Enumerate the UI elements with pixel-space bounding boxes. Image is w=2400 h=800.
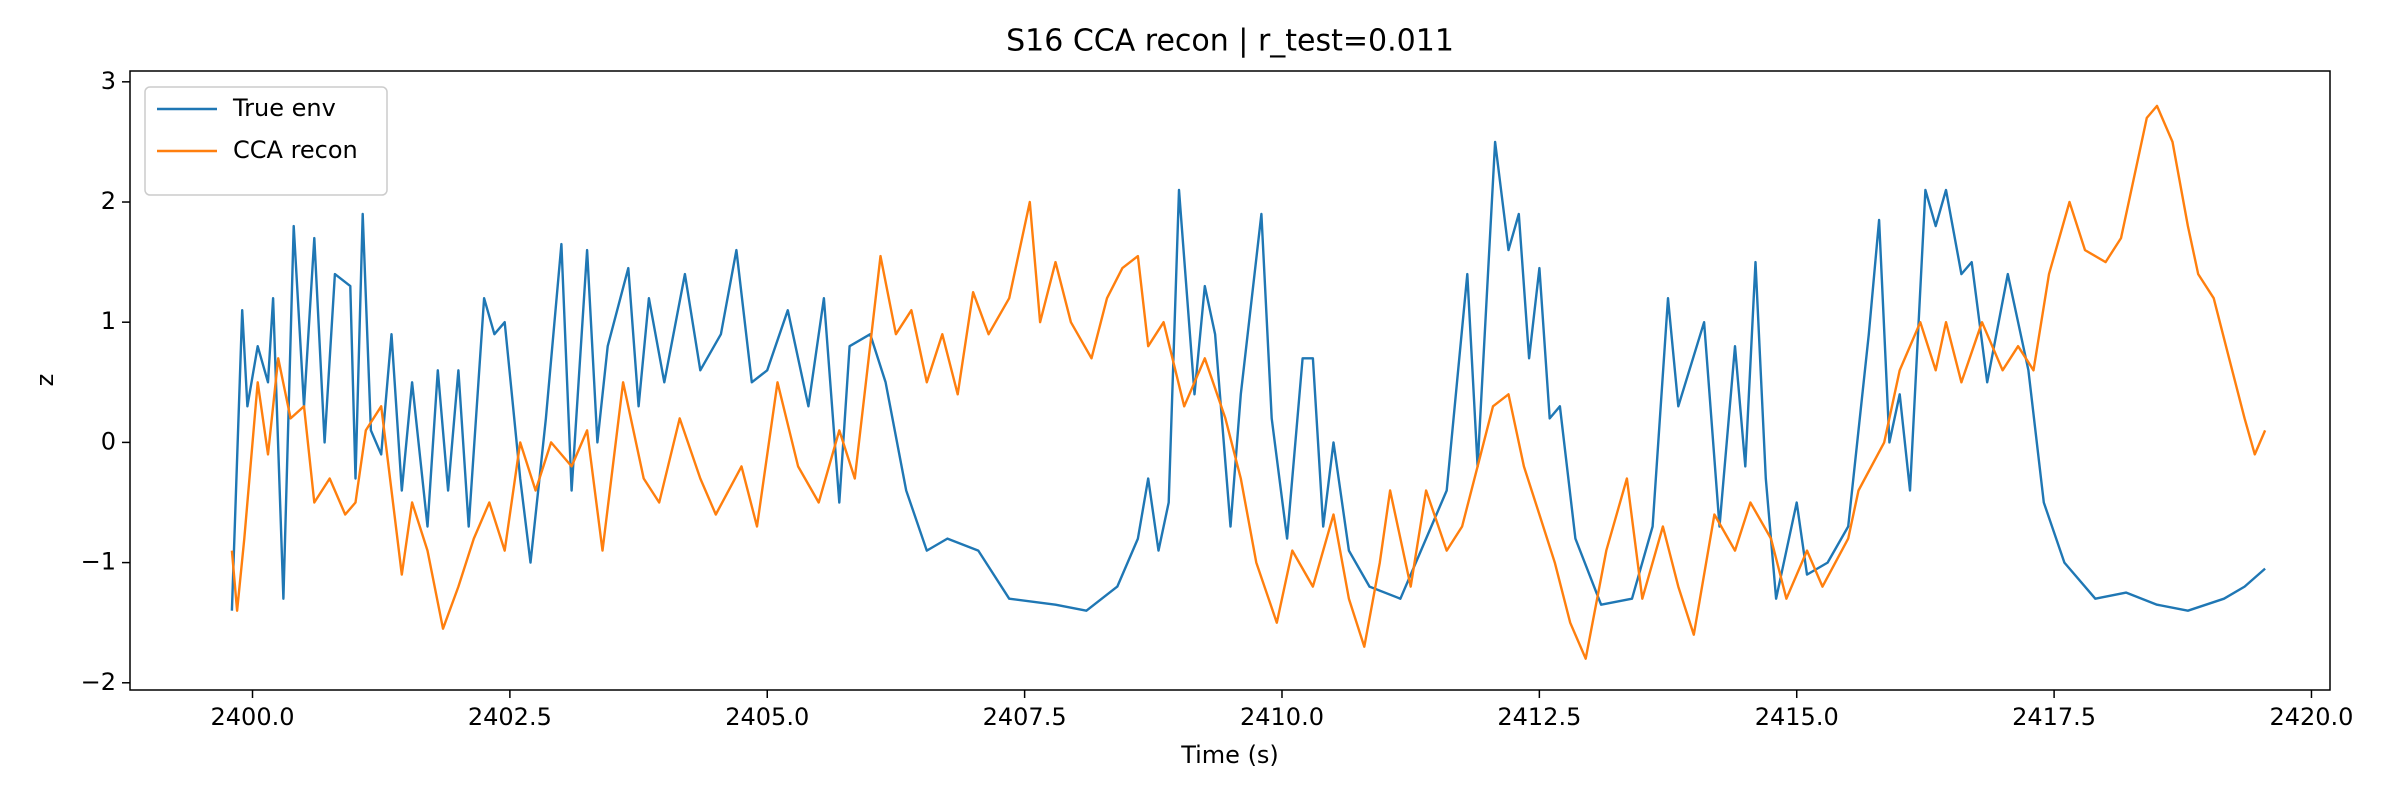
y-tick-label: −2 (81, 668, 116, 696)
x-tick-label: 2420.0 (2269, 703, 2353, 731)
y-tick-label: 0 (101, 427, 116, 455)
x-tick-label: 2405.0 (725, 703, 809, 731)
x-axis-label: Time (s) (1180, 741, 1279, 769)
x-tick-label: 2412.5 (1497, 703, 1581, 731)
y-tick-label: 2 (101, 187, 116, 215)
x-tick-label: 2402.5 (468, 703, 552, 731)
series-line (230, 140, 2266, 612)
x-tick-label: 2410.0 (1240, 703, 1324, 731)
x-tick-label: 2407.5 (983, 703, 1067, 731)
plot-frame (129, 70, 2331, 691)
x-tick-label: 2400.0 (211, 703, 295, 731)
x-tick-label: 2415.0 (1755, 703, 1839, 731)
legend: True env CCA recon (144, 86, 388, 196)
legend-label: CCA recon (233, 136, 358, 164)
legend-label: True env (232, 94, 336, 122)
y-tick-label: 1 (101, 307, 116, 335)
series-line (230, 104, 2267, 660)
x-tick-label: 2417.5 (2012, 703, 2096, 731)
y-tick-label: 3 (101, 67, 116, 95)
legend-box (144, 86, 388, 196)
y-tick-label: −1 (81, 548, 116, 576)
chart-title: S16 CCA recon | r_test=0.011 (1006, 24, 1454, 59)
y-axis-label: z (31, 374, 59, 387)
